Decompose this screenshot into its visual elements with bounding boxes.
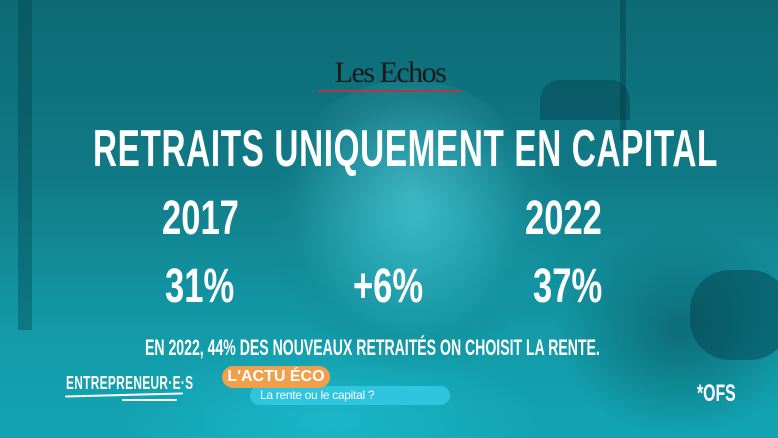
episode-subtitle: La rente ou le capital ? [260,388,375,402]
brand-underline-stroke [122,399,177,401]
logo-underline [318,90,461,92]
brand-underline-stroke [64,392,184,398]
headline: RETRAITS UNIQUEMENT EN CAPITAL [93,120,719,178]
background-lamp [540,80,630,120]
start-value: 31% [165,260,235,313]
end-value: 37% [533,260,603,313]
source-label: *OFS [697,380,736,407]
background-sofa [690,270,778,360]
background-person-silhouette [270,80,550,370]
change-value: +6% [353,260,424,313]
actu-eco-tag: L'ACTU ÉCO [222,366,330,388]
footnote-statement: EN 2022, 44% DES NOUVEAUX RETRAITÉS ON C… [145,335,600,360]
background-photo-element [620,0,626,140]
start-year: 2017 [162,192,239,245]
les-echos-logo: Les Echos [334,56,447,89]
subtitle-pill [250,386,450,405]
background-photo-element [18,0,32,330]
end-year: 2022 [525,192,602,245]
entrepreneurs-brand-logo: ENTREPRENEUR·E·S [66,373,194,393]
